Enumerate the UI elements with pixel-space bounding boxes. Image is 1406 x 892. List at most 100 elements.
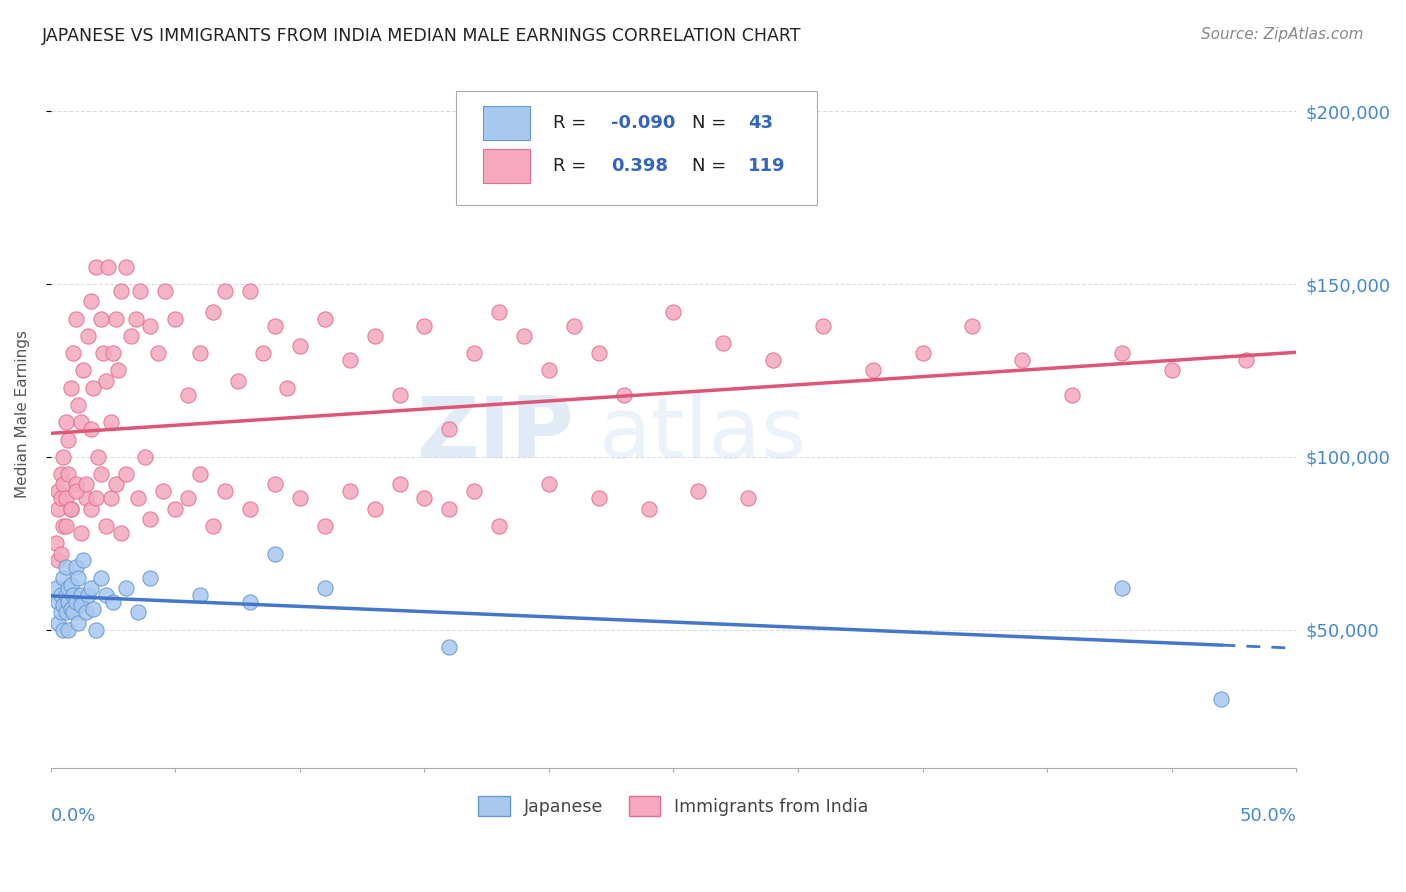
Point [49,605,72,619]
Point [94,519,117,533]
Text: 50.0%: 50.0% [1239,806,1296,824]
Point [49,467,72,482]
Point [1234,353,1257,368]
Point [84,623,107,637]
Point [82,381,104,395]
Point [264,477,287,491]
Point [239,501,262,516]
Point [90,571,112,585]
Point [65,595,87,609]
Point [104,477,127,491]
Text: ZIP: ZIP [416,393,574,476]
Point [688,484,710,499]
Point [124,311,146,326]
Text: Source: ZipAtlas.com: Source: ZipAtlas.com [1201,27,1364,42]
Text: atlas: atlas [599,393,807,476]
Point [58,581,80,595]
Point [513,329,536,343]
Point [314,581,336,595]
Point [49,547,72,561]
Point [388,477,411,491]
Point [488,519,510,533]
Point [537,477,560,491]
Point [1111,346,1133,360]
Point [276,381,298,395]
Point [165,501,187,516]
Point [62,588,84,602]
Point [613,387,636,401]
Point [58,623,80,637]
Point [79,501,101,516]
Point [58,433,80,447]
Point [488,305,510,319]
Point [127,605,149,619]
Point [288,339,311,353]
Point [537,363,560,377]
Point [55,605,77,619]
Point [1111,581,1133,595]
Point [110,525,132,540]
Point [97,260,120,274]
Point [439,501,461,516]
Point [239,595,262,609]
Point [67,398,90,412]
Point [67,615,90,630]
Point [62,346,84,360]
Point [862,363,884,377]
Point [46,484,69,499]
Point [962,318,984,333]
Point [72,553,94,567]
Text: -0.090: -0.090 [612,114,676,132]
Point [463,484,485,499]
Text: 119: 119 [748,157,786,175]
Point [55,491,77,506]
Legend: Japanese, Immigrants from India: Japanese, Immigrants from India [471,789,876,822]
Point [55,560,77,574]
Point [439,640,461,654]
Point [100,491,122,506]
Point [75,491,97,506]
Point [188,588,211,602]
Point [413,491,436,506]
Point [62,605,84,619]
Point [413,318,436,333]
Point [46,615,69,630]
Point [662,305,685,319]
Point [58,467,80,482]
Point [94,374,117,388]
Point [188,346,211,360]
Point [91,346,114,360]
Point [69,525,91,540]
Point [75,605,97,619]
Point [101,346,124,360]
Point [188,467,211,482]
Point [114,581,136,595]
Text: JAPANESE VS IMMIGRANTS FROM INDIA MEDIAN MALE EARNINGS CORRELATION CHART: JAPANESE VS IMMIGRANTS FROM INDIA MEDIAN… [42,27,801,45]
Point [46,595,69,609]
Point [52,450,75,464]
Point [104,311,127,326]
Point [339,484,361,499]
Text: R =: R = [553,114,592,132]
Point [388,387,411,401]
Point [52,519,75,533]
Point [463,346,485,360]
Point [110,284,132,298]
Point [637,501,659,516]
Point [77,329,100,343]
Text: 0.0%: 0.0% [51,806,96,824]
Point [72,363,94,377]
Point [84,260,107,274]
Point [314,519,336,533]
Point [84,491,107,506]
Point [439,422,461,436]
Point [363,329,385,343]
Point [155,284,177,298]
Point [588,346,610,360]
Point [1160,363,1182,377]
Point [100,415,122,429]
Point [49,588,72,602]
Point [120,329,142,343]
Point [87,450,110,464]
Text: 0.398: 0.398 [612,157,668,175]
